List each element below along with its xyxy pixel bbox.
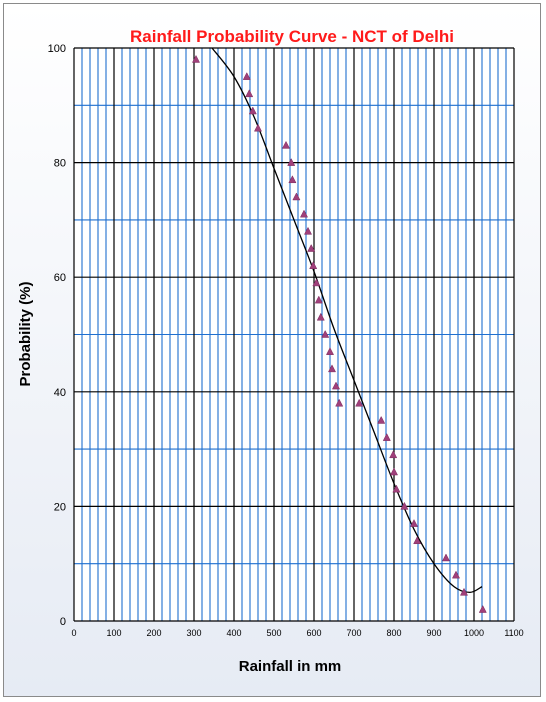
data-point-triangle <box>309 261 318 269</box>
data-point-triangle <box>288 175 297 184</box>
y-tick-label: 20 <box>54 501 66 513</box>
data-point-triangle <box>312 278 321 287</box>
data-point-triangle <box>245 89 254 98</box>
data-point-triangle <box>253 123 263 132</box>
chart-title: Rainfall Probability Curve - NCT of Delh… <box>130 27 454 46</box>
y-tick-label: 40 <box>54 387 66 399</box>
data-point-triangle <box>331 381 341 390</box>
x-tick-label: 200 <box>146 628 161 638</box>
data-point-triangle <box>321 329 330 338</box>
data-point-triangle <box>389 467 399 476</box>
data-point-triangle <box>281 140 291 149</box>
data-point-triangle <box>400 501 409 510</box>
x-tick-label: 1000 <box>464 628 484 638</box>
data-point-triangle <box>316 312 325 321</box>
x-tick-label: 800 <box>386 628 401 638</box>
data-point-triangle <box>409 519 419 527</box>
data-point-triangle <box>327 364 337 373</box>
data-point-triangle <box>303 226 313 235</box>
x-tick-label: 700 <box>346 628 361 638</box>
data-point-triangle <box>191 54 201 63</box>
y-axis-label: Probability (%) <box>17 281 34 386</box>
data-point-triangle <box>314 295 323 304</box>
data-point-triangle <box>299 209 309 218</box>
data-point-triangle <box>441 553 451 562</box>
x-tick-label: 100 <box>106 628 121 638</box>
x-tick-labels: 0 100 200 300 400 500 600 700 800 900 1000 1100 <box>71 628 523 638</box>
data-point-triangle <box>392 484 401 493</box>
x-tick-label: 900 <box>426 628 441 638</box>
chart-frame: Rainfall Probability Curve - NCT of Delh… <box>3 3 541 697</box>
data-point-triangle <box>382 433 391 441</box>
x-tick-label: 500 <box>266 628 281 638</box>
y-tick-label: 0 <box>60 616 66 628</box>
data-point-triangle <box>377 415 386 424</box>
x-axis-label: Rainfall in mm <box>239 658 342 675</box>
data-point-triangle <box>307 244 316 252</box>
y-tick-labels: 0 20 40 60 80 100 <box>48 43 66 628</box>
x-tick-label: 400 <box>226 628 241 638</box>
data-point-triangle <box>459 587 469 596</box>
y-tick-label: 80 <box>54 158 66 170</box>
minor-grid <box>74 48 514 621</box>
data-point-triangle <box>335 398 344 407</box>
x-tick-label: 600 <box>306 628 321 638</box>
data-point-triangle <box>242 72 251 80</box>
data-point-triangle <box>478 604 487 613</box>
major-grid <box>73 47 515 622</box>
data-point-triangle <box>292 192 301 201</box>
x-tick-label: 0 <box>71 628 76 638</box>
data-point-triangle <box>287 158 296 166</box>
y-tick-label: 100 <box>48 43 66 55</box>
data-point-triangle <box>355 398 364 407</box>
x-tick-label: 1100 <box>504 628 523 638</box>
data-point-triangle <box>413 536 422 545</box>
data-point-triangle <box>389 450 398 459</box>
data-points-layer <box>191 54 487 613</box>
data-point-triangle <box>248 106 257 115</box>
data-point-triangle <box>325 347 335 355</box>
chart-svg: Rainfall Probability Curve - NCT of Delh… <box>17 27 524 675</box>
x-tick-label: 300 <box>186 628 201 638</box>
data-point-triangle <box>451 570 461 579</box>
y-tick-label: 60 <box>54 272 66 284</box>
